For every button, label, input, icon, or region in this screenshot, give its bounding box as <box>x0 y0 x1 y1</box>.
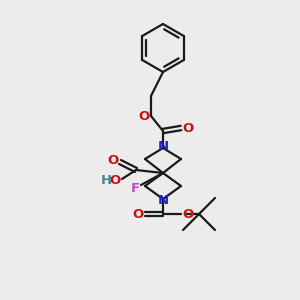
Text: O: O <box>107 154 118 167</box>
Text: O: O <box>138 110 150 122</box>
Text: O: O <box>132 208 144 220</box>
Text: N: N <box>158 140 169 154</box>
Text: O: O <box>182 208 194 220</box>
Text: H: H <box>100 173 112 187</box>
Text: O: O <box>110 173 121 187</box>
Text: F: F <box>130 182 140 194</box>
Text: O: O <box>182 122 194 134</box>
Text: N: N <box>158 194 169 208</box>
